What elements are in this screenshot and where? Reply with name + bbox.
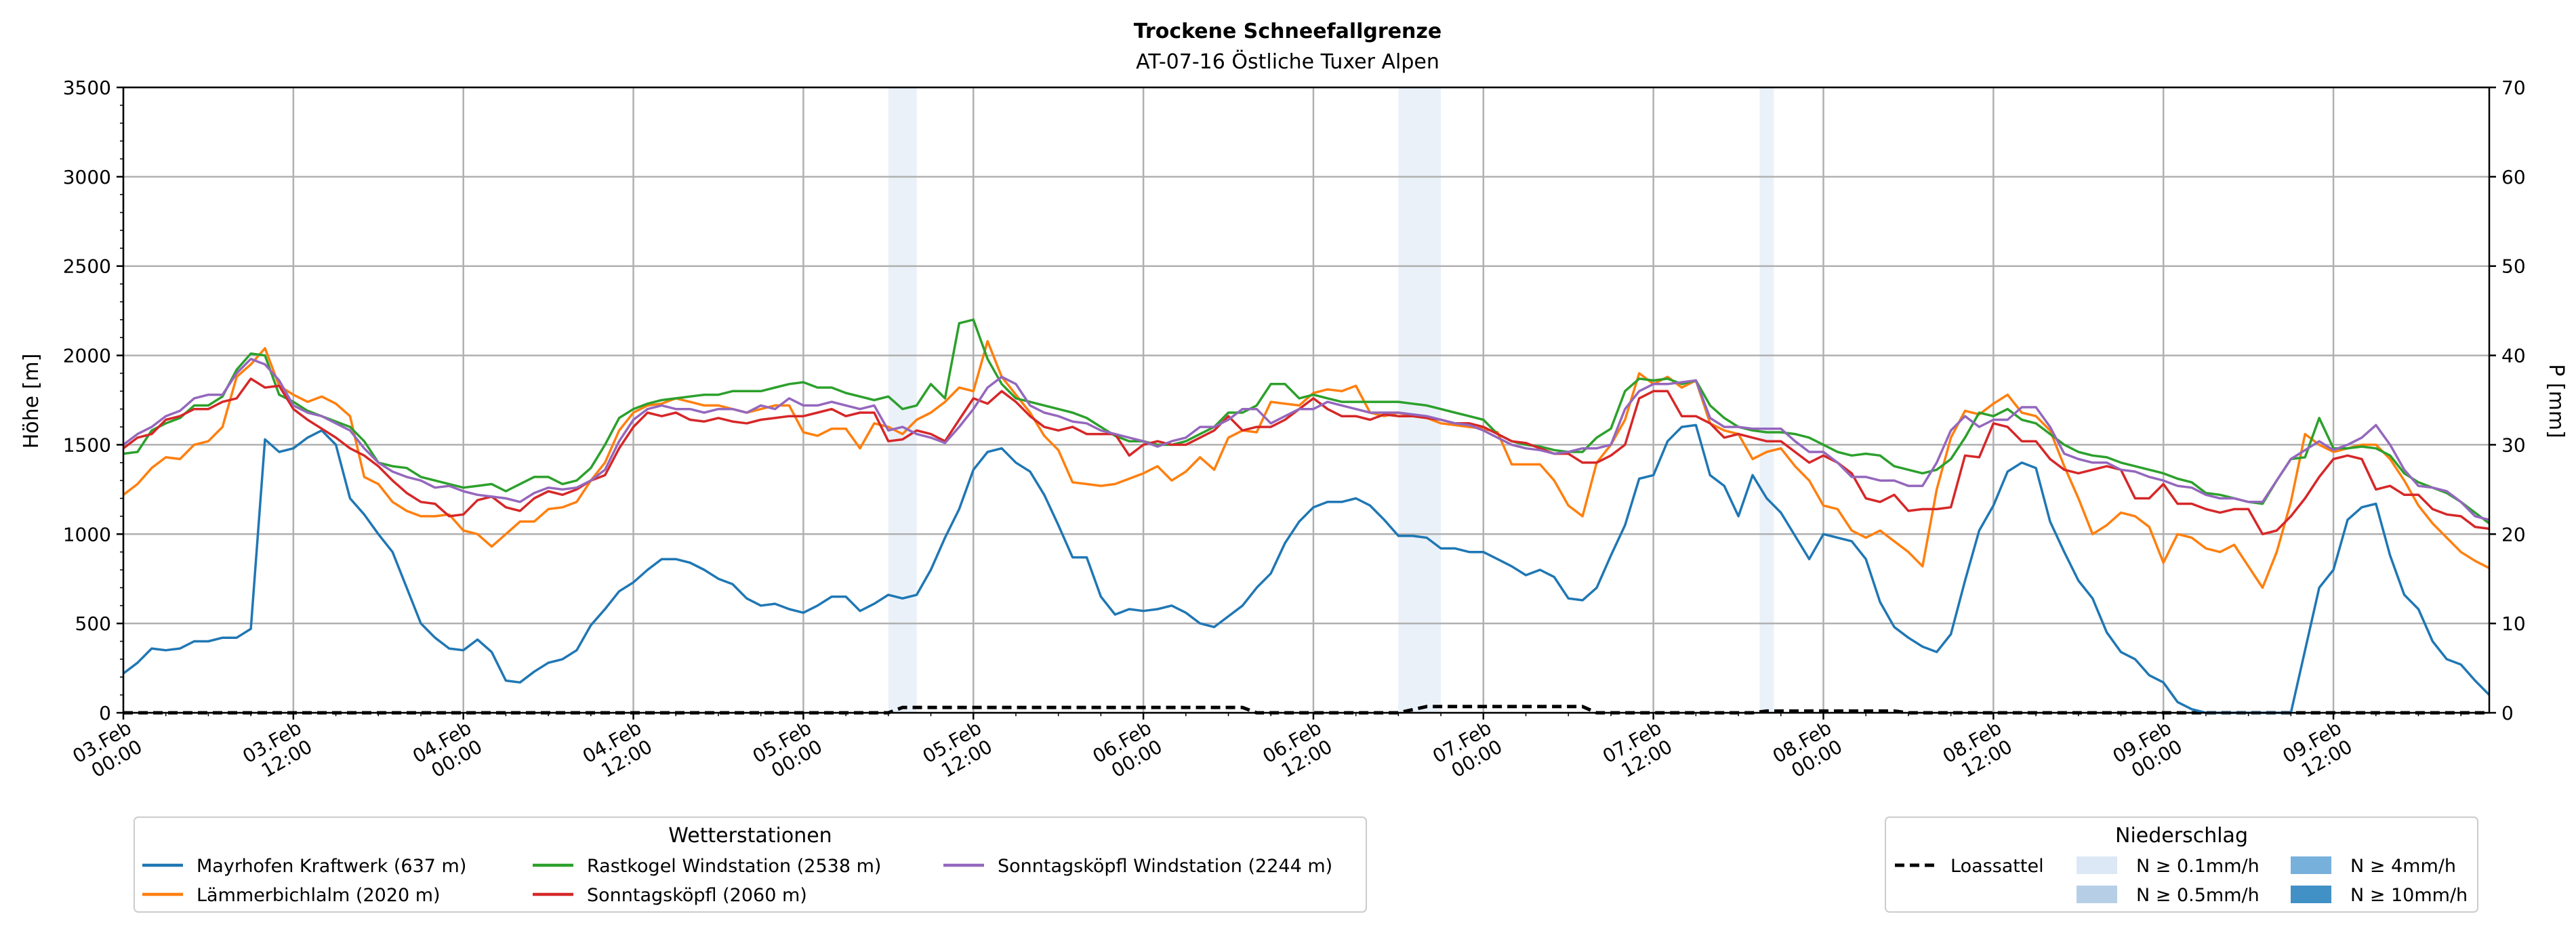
precip-legend-title: Niederschlag: [2115, 824, 2248, 848]
precip-label-3: N ≥ 10mm/h: [2350, 885, 2468, 906]
precip-legend: Niederschlag Loassattel N ≥ 0.1mm/hN ≥ 0…: [1885, 816, 2478, 913]
series-line-0: [122, 423, 2491, 714]
series-line-4: [122, 358, 2490, 521]
y2-tick-label-1: 10: [2501, 613, 2526, 635]
series-line-2: [123, 318, 2491, 524]
y2-tick-label-4: 40: [2501, 345, 2526, 367]
precip-label-0: N ≥ 0.1mm/h: [2136, 856, 2260, 877]
precip-swatch-1: [2077, 886, 2117, 903]
legend-label-1: Lämmerbichlalm (2020 m): [197, 885, 441, 906]
y2-tick-label-0: 0: [2501, 702, 2514, 724]
precip-swatch-3: [2291, 886, 2331, 903]
legend-label-2: Rastkogel Windstation (2538 m): [587, 856, 881, 877]
precip-label-2: N ≥ 4mm/h: [2350, 856, 2456, 877]
station-legend: Wetterstationen Mayrhofen Kraftwerk (637…: [134, 816, 1367, 913]
chart-subtitle: AT-07-16 Östliche Tuxer Alpen: [1136, 49, 1439, 74]
chart-title: Trockene Schneefallgrenze: [1134, 20, 1442, 43]
precip-swatch-2: [2291, 856, 2331, 874]
y-tick-label-3: 1500: [63, 434, 111, 456]
y-tick-label-4: 2000: [63, 345, 111, 367]
y2-axis-label: P [mm]: [2544, 364, 2568, 438]
y-tick-label-5: 2500: [63, 255, 111, 278]
y-tick-label-1: 500: [75, 613, 111, 635]
plot-frame: [122, 86, 2491, 714]
precip-band-2: [1759, 87, 1774, 713]
precip-legend-entries: N ≥ 0.1mm/h N ≥ 0.5mm/h N ≥ 4mm/h N ≥ 10mm/…: [2077, 856, 2468, 906]
y2-tick-label-5: 50: [2501, 255, 2526, 278]
plot-area: 0 500 1000 1500 2000 2500 3000 3500 0 10 20 30 40 50 6…: [63, 77, 2526, 782]
station-legend-frame: [134, 816, 1367, 913]
series-line-1: [122, 339, 2490, 589]
y-tick-label-2: 1000: [63, 523, 111, 545]
y-tick-label-0: 0: [99, 702, 111, 724]
loassattel-line: [123, 705, 2489, 715]
legend-label-3: Sonntagsköpfl (2060 m): [587, 885, 807, 906]
y-tick-label-7: 3500: [63, 77, 111, 99]
y2-tick-label-3: 30: [2501, 434, 2526, 456]
legend-loassattel-label: Loassattel: [1950, 856, 2044, 877]
precip-label-1: N ≥ 0.5mm/h: [2136, 885, 2260, 906]
station-legend-title: Wetterstationen: [668, 824, 832, 848]
legend-label-0: Mayrhofen Kraftwerk (637 m): [197, 856, 466, 877]
series-line-3: [122, 377, 2490, 536]
y2-tick-label-2: 20: [2501, 523, 2526, 545]
station-legend-entries: Mayrhofen Kraftwerk (637 m) Lämmerbichlal…: [142, 856, 1332, 906]
legend-label-4: Sonntagsköpfl Windstation (2244 m): [998, 856, 1332, 877]
precip-swatch-0: [2077, 856, 2117, 874]
precip-band-1: [1398, 87, 1442, 713]
y-tick-label-6: 3000: [63, 166, 111, 188]
y2-tick-label-7: 70: [2501, 77, 2526, 99]
y-axis-label: Höhe [m]: [20, 354, 43, 449]
y2-tick-label-6: 60: [2501, 166, 2526, 188]
